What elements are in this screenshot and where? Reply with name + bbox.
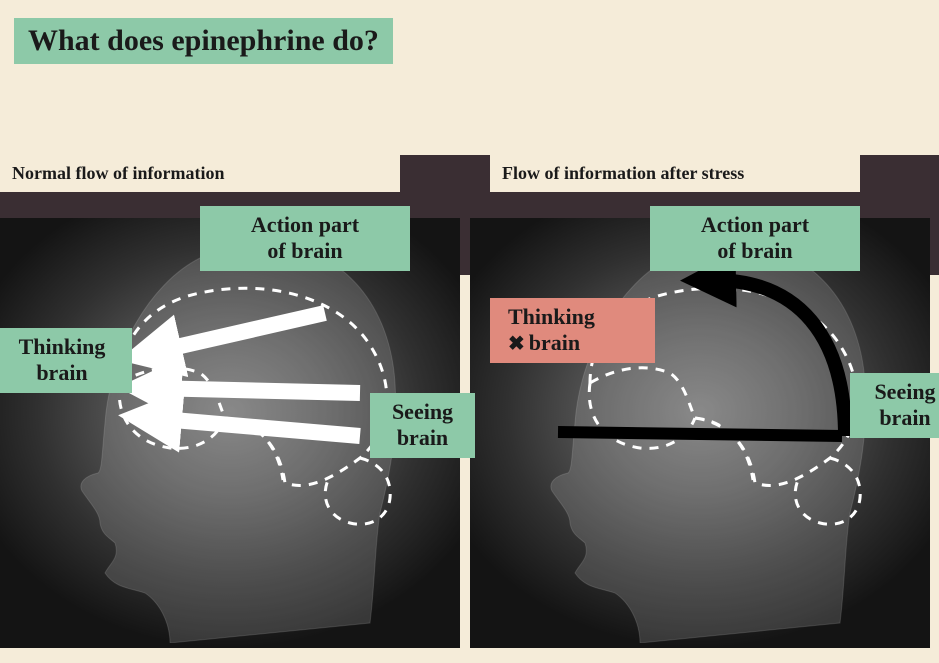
label-line2: brain xyxy=(397,425,448,450)
label-line1: Seeing xyxy=(874,379,935,404)
panel-stress: Action part of brain Thinking ✖brain See… xyxy=(470,218,930,648)
subtitle-stress: Flow of information after stress xyxy=(490,155,860,192)
label-seeing-right: Seeing brain xyxy=(850,373,939,438)
panel-normal: Action part of brain Thinking brain Seei… xyxy=(0,218,460,648)
page-title: What does epinephrine do? xyxy=(14,18,393,64)
head-silhouette-right xyxy=(510,223,890,643)
subtitle-normal: Normal flow of information xyxy=(0,155,400,192)
label-thinking-right: Thinking ✖brain xyxy=(490,298,655,363)
label-line2: of brain xyxy=(717,238,792,263)
label-line1: Action part xyxy=(701,212,809,237)
label-line1: Action part xyxy=(251,212,359,237)
label-line1: Thinking xyxy=(19,334,106,359)
label-line1: Seeing xyxy=(392,399,453,424)
label-line1: Thinking xyxy=(508,304,595,329)
cross-icon: ✖ xyxy=(508,332,525,356)
label-seeing-left: Seeing brain xyxy=(370,393,475,458)
label-line2: of brain xyxy=(267,238,342,263)
label-thinking-left: Thinking brain xyxy=(0,328,132,393)
head-silhouette-left xyxy=(40,223,420,643)
label-line2: brain xyxy=(529,330,580,355)
label-action-right: Action part of brain xyxy=(650,206,860,271)
label-line2: brain xyxy=(879,405,930,430)
label-action-left: Action part of brain xyxy=(200,206,410,271)
label-line2: brain xyxy=(36,360,87,385)
